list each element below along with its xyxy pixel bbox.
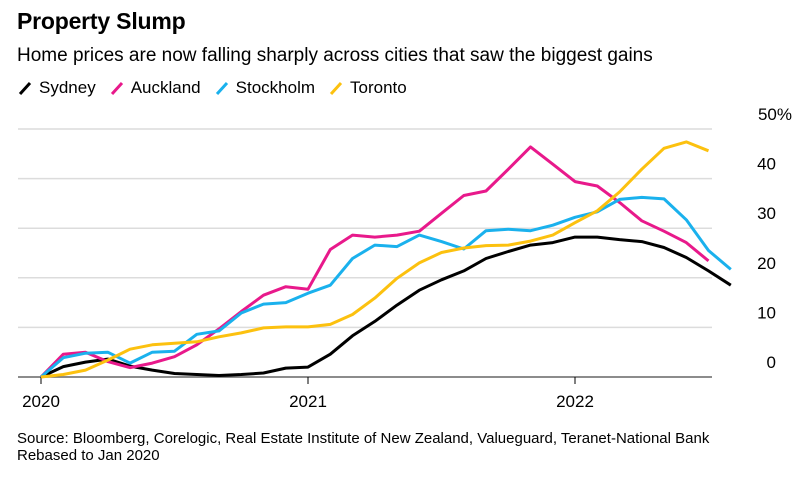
y-tick-label: 10 bbox=[757, 303, 776, 322]
footer: Source: Bloomberg, Corelogic, Real Estat… bbox=[17, 430, 787, 464]
x-tick-label: 2022 bbox=[556, 392, 594, 411]
series-line-toronto bbox=[40, 140, 710, 379]
chart-title: Property Slump bbox=[17, 8, 186, 34]
legend: Sydney Auckland Stockholm Toronto bbox=[17, 78, 420, 98]
legend-swatch-sydney-icon bbox=[18, 81, 32, 96]
legend-swatch-auckland-icon bbox=[110, 81, 123, 96]
series-line-sydney bbox=[40, 235, 732, 379]
y-tick-label: 0 bbox=[767, 353, 776, 372]
legend-item-toronto: Toronto bbox=[328, 78, 407, 98]
y-tick-label: 30 bbox=[757, 204, 776, 223]
legend-item-stockholm: Stockholm bbox=[214, 78, 315, 98]
x-tick-label: 2020 bbox=[22, 392, 60, 411]
x-axis: 2020 2021 2022 bbox=[18, 376, 712, 411]
x-tick-label: 2021 bbox=[289, 392, 327, 411]
legend-swatch-stockholm-icon bbox=[215, 81, 228, 96]
source-note: Source: Bloomberg, Corelogic, Real Estat… bbox=[17, 430, 710, 447]
y-axis-ticks: 0 10 20 30 40 50% bbox=[757, 105, 792, 372]
legend-swatch-toronto-icon bbox=[329, 81, 343, 96]
y-tick-label: 40 bbox=[757, 155, 776, 174]
series-line-stockholm bbox=[40, 195, 732, 379]
legend-label: Stockholm bbox=[235, 78, 316, 97]
y-tick-label: 20 bbox=[757, 254, 776, 273]
series-line-auckland bbox=[39, 145, 710, 379]
rebase-note: Rebased to Jan 2020 bbox=[17, 447, 160, 464]
legend-label: Sydney bbox=[39, 78, 96, 97]
legend-label: Auckland bbox=[130, 78, 201, 97]
series-lines bbox=[39, 140, 732, 379]
legend-item-auckland: Auckland bbox=[109, 78, 201, 98]
legend-label: Toronto bbox=[350, 78, 407, 97]
gridlines bbox=[18, 128, 712, 329]
legend-item-sydney: Sydney bbox=[17, 78, 96, 98]
y-tick-label: 50% bbox=[758, 105, 792, 124]
chart-subtitle: Home prices are now falling sharply acro… bbox=[17, 45, 653, 66]
